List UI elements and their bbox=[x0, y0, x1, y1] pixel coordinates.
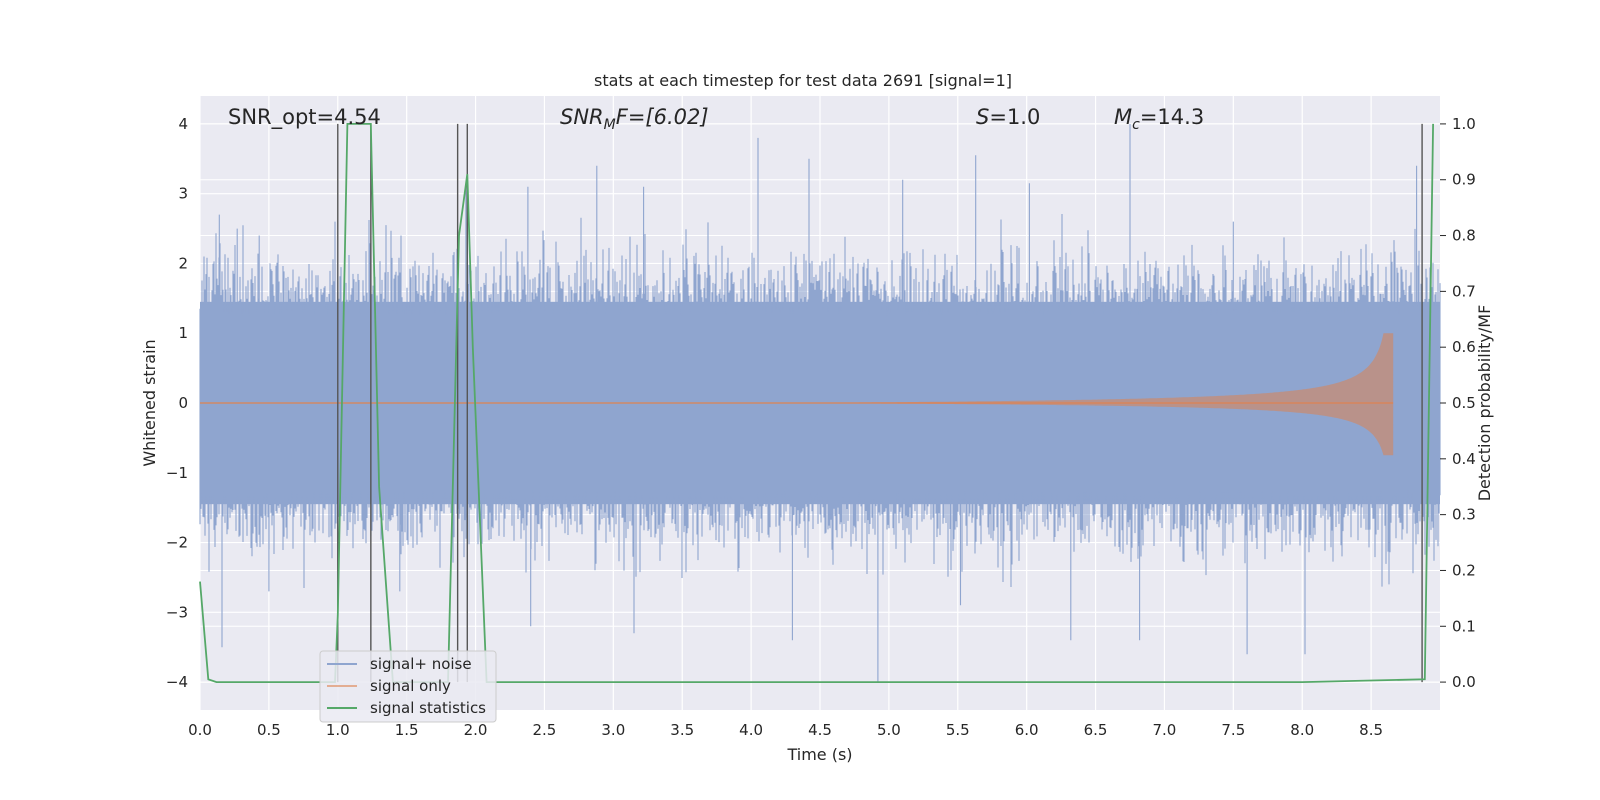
y-left-tick-label: −2 bbox=[166, 534, 188, 552]
x-tick-label: 1.5 bbox=[395, 721, 419, 739]
y-left-tick-label: −4 bbox=[166, 673, 188, 691]
y-right-tick-label: 1.0 bbox=[1452, 115, 1476, 133]
x-axis-label: Time (s) bbox=[786, 745, 852, 764]
y-right-tick-label: 0.3 bbox=[1452, 506, 1476, 524]
y-right-tick-label: 0.9 bbox=[1452, 171, 1476, 189]
y-right-tick-label: 0.5 bbox=[1452, 394, 1476, 412]
legend: signal+ noise signal only signal statist… bbox=[319, 650, 497, 723]
y-left-tick-label: 0 bbox=[178, 394, 188, 412]
y-right-tick-label: 0.0 bbox=[1452, 673, 1476, 691]
y-left-tick-label: 1 bbox=[178, 324, 188, 342]
y-right-tick-label: 0.1 bbox=[1452, 617, 1476, 635]
x-tick-label: 0.5 bbox=[257, 721, 281, 739]
y-axis-left-label: Whitened strain bbox=[140, 339, 159, 466]
y-right-tick-label: 0.6 bbox=[1452, 338, 1476, 356]
y-axis-right-label: Detection probability/MF bbox=[1475, 305, 1494, 502]
x-tick-label: 4.5 bbox=[808, 721, 832, 739]
annotation-mc-symbol: M bbox=[1114, 105, 1132, 129]
annotation-s: S=1.0 bbox=[976, 105, 1040, 129]
legend-label-signal-only: signal only bbox=[370, 677, 451, 695]
x-tick-label: 3.5 bbox=[670, 721, 694, 739]
legend-box bbox=[319, 650, 497, 723]
x-tick-label: 5.0 bbox=[877, 721, 901, 739]
annotation-snr-mf-base: SNR bbox=[560, 105, 604, 129]
annotation-s-value: =1.0 bbox=[989, 105, 1040, 129]
x-tick-label: 8.5 bbox=[1359, 721, 1383, 739]
y-right-tick-label: 0.2 bbox=[1452, 561, 1476, 579]
x-axis-ticks: 0.0 0.5 1.0 1.5 2.0 2.5 3.0 3.5 4.0 4.5 5.0 5.5 6.0 6… bbox=[188, 721, 1383, 739]
x-tick-label: 7.0 bbox=[1153, 721, 1177, 739]
y-right-tick-label: 0.7 bbox=[1452, 282, 1476, 300]
x-tick-label: 6.5 bbox=[1084, 721, 1108, 739]
y-axis-right-ticks: 0.0 0.1 0.2 0.3 0.4 0.5 0.6 0.7 0.8 0.9 1.0 bbox=[1440, 115, 1476, 691]
legend-label-signal-statistics: signal statistics bbox=[370, 699, 486, 717]
chart-title: stats at each timestep for test data 269… bbox=[594, 71, 1012, 90]
y-left-tick-label: −3 bbox=[166, 603, 188, 621]
annotation-snr-mf-sub: M bbox=[604, 117, 616, 133]
x-tick-label: 5.5 bbox=[946, 721, 970, 739]
legend-label-signal-plus-noise: signal+ noise bbox=[370, 655, 472, 673]
x-tick-label: 3.0 bbox=[601, 721, 625, 739]
series-signal-only bbox=[200, 333, 1394, 456]
y-left-tick-label: 3 bbox=[178, 185, 188, 203]
x-tick-label: 4.0 bbox=[739, 721, 763, 739]
annotation-mc-value: =14.3 bbox=[1140, 105, 1204, 129]
y-axis-left-ticks: −4 −3 −2 −1 0 1 2 3 4 bbox=[166, 115, 188, 691]
x-tick-label: 6.0 bbox=[1015, 721, 1039, 739]
annotation-mc-sub: c bbox=[1132, 117, 1140, 133]
annotation-mc: Mc=14.3 bbox=[1114, 105, 1204, 133]
chirp-envelope bbox=[778, 333, 1394, 456]
y-left-tick-label: 4 bbox=[178, 115, 188, 133]
annotation-snr-opt: SNR_opt=4.54 bbox=[228, 105, 381, 130]
x-tick-label: 8.0 bbox=[1290, 721, 1314, 739]
y-right-tick-label: 0.4 bbox=[1452, 450, 1476, 468]
annotation-s-symbol: S bbox=[976, 105, 989, 129]
x-tick-label: 2.5 bbox=[533, 721, 557, 739]
x-tick-label: 2.0 bbox=[464, 721, 488, 739]
y-left-tick-label: 2 bbox=[178, 254, 188, 272]
x-tick-label: 1.0 bbox=[326, 721, 350, 739]
y-right-tick-label: 0.8 bbox=[1452, 227, 1476, 245]
annotation-snr-mf-rest: F=[6.02] bbox=[616, 105, 709, 129]
x-tick-label: 0.0 bbox=[188, 721, 212, 739]
y-left-tick-label: −1 bbox=[166, 464, 188, 482]
annotation-snr-mf: SNRMF=[6.02] bbox=[560, 105, 709, 133]
x-tick-label: 7.5 bbox=[1221, 721, 1245, 739]
